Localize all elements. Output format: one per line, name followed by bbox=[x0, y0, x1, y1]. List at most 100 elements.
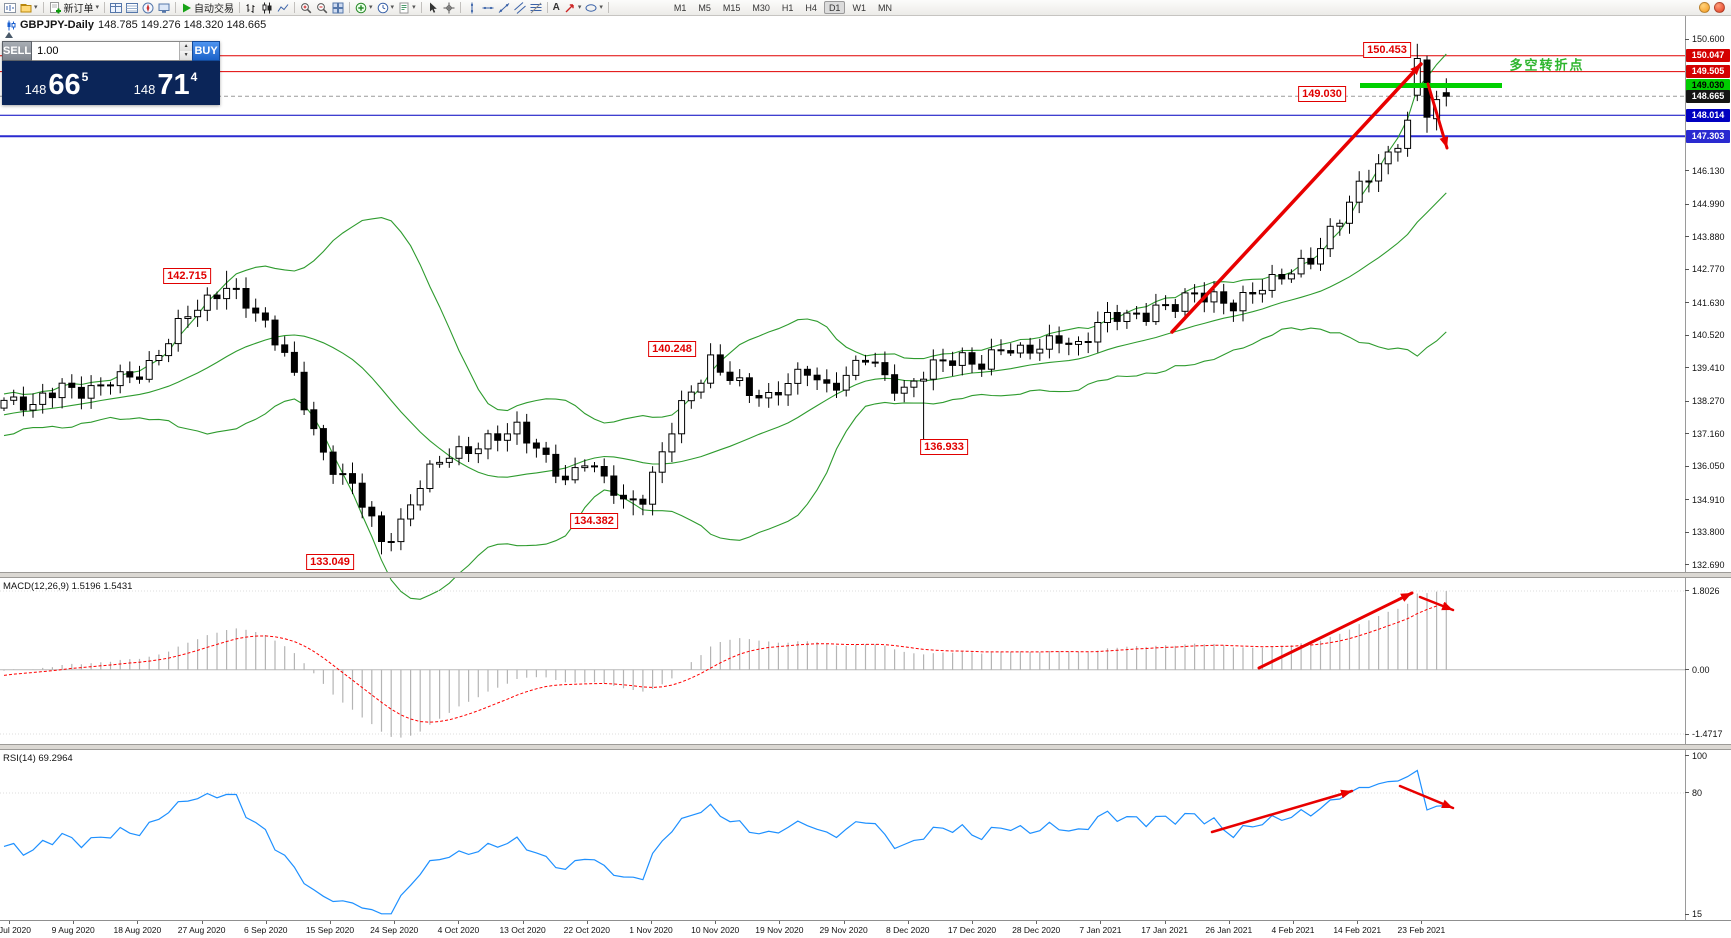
buy-price[interactable]: 148 71 4 bbox=[111, 61, 220, 105]
channel-button[interactable] bbox=[512, 1, 528, 15]
terminal-icon bbox=[158, 3, 170, 13]
sell-price[interactable]: 148 66 5 bbox=[2, 61, 111, 105]
arrow-tool-button[interactable]: ▾ bbox=[562, 1, 584, 15]
timeframe-m15[interactable]: M15 bbox=[722, 3, 741, 13]
shapes-button[interactable]: ▾ bbox=[583, 1, 605, 15]
volume-increase-button[interactable]: ▲ bbox=[180, 42, 193, 51]
date-tick bbox=[1164, 921, 1166, 924]
sell-button[interactable]: SELL bbox=[2, 41, 33, 61]
chevron-down-icon: ▾ bbox=[577, 3, 582, 11]
cursor-button[interactable] bbox=[425, 1, 441, 15]
chevron-down-icon: ▾ bbox=[369, 3, 373, 11]
symbol-info: GBPJPY-Daily 148.785 149.276 148.320 148… bbox=[6, 19, 266, 31]
chevron-down-icon: ▾ bbox=[34, 3, 38, 11]
date-tick bbox=[330, 921, 331, 924]
bar-chart-icon bbox=[246, 3, 255, 13]
chevron-down-icon: ▾ bbox=[390, 3, 395, 11]
buy-button[interactable]: BUY bbox=[192, 41, 220, 61]
date-tick bbox=[201, 921, 203, 924]
volume-input[interactable] bbox=[32, 42, 180, 60]
text-tool-icon: A bbox=[552, 2, 560, 13]
date-axis[interactable]: 30 Jul 2020 9 Aug 2020 18 Aug 2020 27 Aug 2… bbox=[0, 920, 1731, 938]
fibonacci-button[interactable] bbox=[528, 1, 544, 15]
date-label: 27 Aug 2020 bbox=[177, 925, 226, 935]
navigator-button[interactable] bbox=[140, 1, 156, 15]
date-label: 9 Aug 2020 bbox=[51, 925, 95, 935]
auto-trading-button[interactable]: 自动交易 bbox=[179, 1, 236, 15]
vertical-line-button[interactable] bbox=[464, 1, 480, 15]
timeframe-mn[interactable]: MN bbox=[877, 3, 892, 13]
toolbar-separator bbox=[349, 2, 351, 13]
new-chart-button[interactable] bbox=[2, 1, 18, 15]
horizontal-line-button[interactable] bbox=[480, 1, 496, 15]
price-axis[interactable] bbox=[1685, 16, 1731, 938]
data-window-icon bbox=[126, 2, 139, 13]
templates-button[interactable]: ▾ bbox=[396, 1, 418, 15]
date-tick bbox=[1357, 921, 1359, 924]
indicators-icon bbox=[355, 2, 367, 13]
zoom-in-icon bbox=[301, 2, 312, 13]
toolbar-separator bbox=[420, 2, 422, 13]
date-label: 10 Nov 2020 bbox=[691, 925, 740, 935]
candlestick-chart-button[interactable] bbox=[259, 1, 275, 15]
main-toolbar: ▾ 新订单 ▾ 自动交易 ▾ ▾ ▾ A ▾ ▾ M1 M5 M bbox=[0, 0, 1731, 16]
line-chart-button[interactable] bbox=[275, 1, 291, 15]
terminal-button[interactable] bbox=[156, 1, 172, 15]
timeframe-d1[interactable]: D1 bbox=[823, 1, 846, 14]
zoom-out-button[interactable] bbox=[314, 1, 330, 15]
buy-price-pips: 71 bbox=[157, 69, 190, 101]
timeframe-m1[interactable]: M1 bbox=[673, 3, 687, 13]
buy-price-figure: 148 bbox=[133, 82, 156, 97]
volume-spinner: ▲ ▼ bbox=[179, 42, 193, 60]
date-label: 26 Jan 2021 bbox=[1205, 925, 1253, 935]
trade-panel-collapse-toggle[interactable] bbox=[5, 32, 13, 38]
data-window-button[interactable] bbox=[124, 1, 140, 15]
date-tick bbox=[586, 921, 588, 924]
date-tick bbox=[9, 921, 10, 924]
tile-windows-button[interactable] bbox=[330, 1, 346, 15]
text-tool-button[interactable]: A bbox=[551, 1, 562, 15]
arrow-tool-icon bbox=[565, 3, 574, 12]
candlestick-chart-icon bbox=[262, 2, 272, 13]
toolbar-separator bbox=[459, 2, 461, 13]
indicators-button[interactable]: ▾ bbox=[353, 1, 375, 15]
date-tick bbox=[458, 921, 460, 924]
rsi-value: 69.2964 bbox=[38, 753, 73, 764]
date-label: 24 Sep 2020 bbox=[370, 925, 419, 935]
shapes-icon bbox=[585, 3, 597, 12]
timeframe-m30[interactable]: M30 bbox=[752, 3, 770, 13]
market-watch-icon bbox=[110, 2, 123, 13]
date-tick bbox=[779, 921, 781, 924]
timeframe-h1[interactable]: H1 bbox=[781, 3, 794, 13]
pane-splitter-rsi[interactable] bbox=[0, 744, 1731, 750]
profiles-button[interactable]: ▾ bbox=[18, 1, 40, 15]
community-icon[interactable] bbox=[1699, 2, 1710, 13]
timeframe-m5[interactable]: M5 bbox=[698, 3, 711, 13]
date-label: 17 Jan 2021 bbox=[1141, 925, 1188, 935]
date-label: 18 Aug 2020 bbox=[113, 925, 162, 935]
date-tick bbox=[1036, 921, 1038, 924]
zoom-in-button[interactable] bbox=[298, 1, 314, 15]
date-tick bbox=[1421, 921, 1423, 924]
crosshair-button[interactable] bbox=[441, 1, 457, 15]
date-tick bbox=[972, 921, 973, 924]
macd-values: 1.5196 1.5431 bbox=[71, 581, 133, 592]
volume-decrease-button[interactable]: ▼ bbox=[180, 51, 193, 60]
date-label: 22 Oct 2020 bbox=[563, 925, 610, 935]
timeframe-h4[interactable]: H4 bbox=[805, 3, 817, 13]
channel-icon bbox=[513, 1, 526, 14]
market-watch-button[interactable] bbox=[108, 1, 124, 15]
new-order-button[interactable]: 新订单 ▾ bbox=[47, 1, 102, 15]
pane-splitter-macd[interactable] bbox=[0, 572, 1731, 578]
timeframe-w1[interactable]: W1 bbox=[852, 3, 866, 13]
toolbar-separator bbox=[175, 2, 177, 13]
periods-button[interactable]: ▾ bbox=[375, 1, 397, 15]
help-icon[interactable] bbox=[1714, 2, 1725, 13]
bar-chart-button[interactable] bbox=[243, 1, 259, 15]
trendline-button[interactable] bbox=[496, 1, 512, 15]
new-order-icon bbox=[49, 1, 61, 13]
new-chart-icon bbox=[4, 2, 16, 13]
date-tick bbox=[843, 921, 845, 924]
